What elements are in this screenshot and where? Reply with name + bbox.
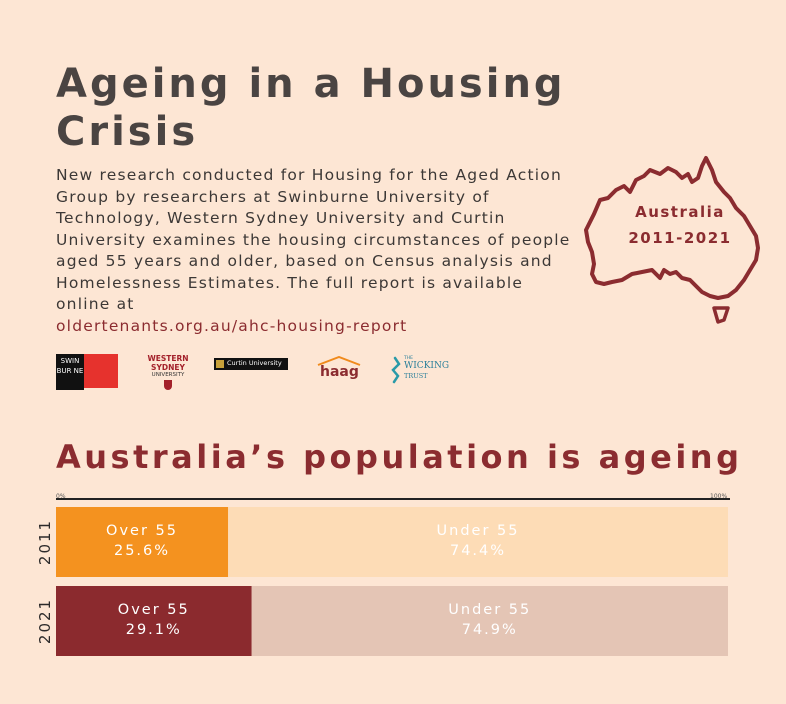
axis-tick-start: 0% <box>56 493 66 500</box>
bar-label-under-55-value-2011: 74.4% <box>450 543 506 559</box>
curtin-crest-icon <box>216 360 224 368</box>
map-label-line2: 2011-2021 <box>628 229 732 247</box>
report-link[interactable]: oldertenants.org.au/ahc-housing-report <box>56 316 408 335</box>
wicking-mark-icon <box>391 356 401 384</box>
axis-line <box>56 498 730 500</box>
intro-text: New research conducted for Housing for t… <box>56 166 571 313</box>
bar-over-55-2011 <box>56 507 229 577</box>
bar-over-55-2021 <box>56 586 252 656</box>
year-label-2021: 2021 <box>36 598 54 644</box>
bar-label-over-55-name-2021: Over 55 <box>118 602 190 618</box>
bar-under-55-2011 <box>228 507 729 577</box>
shield-icon <box>164 380 172 390</box>
year-label-2011: 2011 <box>36 519 54 565</box>
partner-logos: SWIN BUR NE WESTERN SYDNEY UNIVERSITY Cu… <box>56 354 476 390</box>
bar-label-over-55-value-2021: 29.1% <box>126 622 182 638</box>
australia-map-icon <box>584 156 760 324</box>
house-roof-icon <box>317 356 361 366</box>
bar-label-over-55-value-2011: 25.6% <box>114 543 170 559</box>
wicking-trust-logo: THE WICKING TRUST <box>388 356 460 388</box>
intro-paragraph: New research conducted for Housing for t… <box>56 165 571 337</box>
bar-label-under-55-name-2011: Under 55 <box>437 523 520 539</box>
bar-label-under-55-name-2021: Under 55 <box>448 602 531 618</box>
axis-tick-end: 100% <box>710 493 728 500</box>
bar-label-over-55-name-2011: Over 55 <box>106 523 178 539</box>
haag-logo: haag <box>314 356 364 384</box>
bar-under-55-2021 <box>251 586 728 656</box>
swinburne-logo: SWIN BUR NE <box>56 354 118 390</box>
map-label-line1: Australia <box>635 203 725 221</box>
bar-label-under-55-value-2021: 74.9% <box>462 622 518 638</box>
section-title: Australia’s population is ageing <box>56 438 743 476</box>
western-sydney-logo: WESTERN SYDNEY UNIVERSITY <box>130 354 206 390</box>
curtin-logo: Curtin University <box>214 358 288 370</box>
page-title: Ageing in a Housing Crisis <box>56 61 566 155</box>
